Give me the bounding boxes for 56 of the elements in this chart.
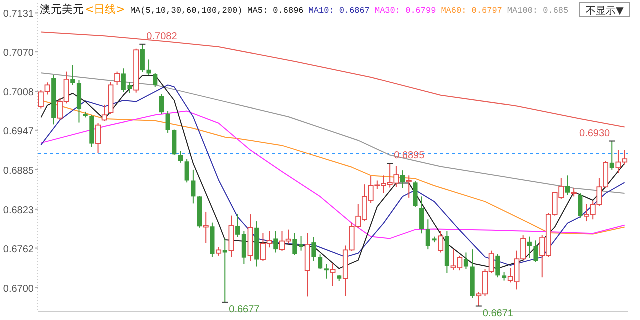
- y-tick-label: 0.7131: [3, 9, 34, 20]
- candlestick: [153, 72, 158, 88]
- chart-subtitle: <日线>: [85, 3, 126, 16]
- candlestick: [166, 110, 170, 134]
- text: MA60: 0.6797: [441, 6, 502, 16]
- candlestick: [298, 236, 304, 252]
- legend-title: MA(5,10,30,60,100,200): [130, 6, 243, 16]
- candlestick: [324, 264, 329, 280]
- candlestick: [292, 232, 298, 256]
- candlestick: [413, 180, 418, 208]
- candlestick: [178, 150, 184, 164]
- text: MA100: 0.685: [507, 6, 569, 16]
- candlestick: [534, 240, 538, 263]
- annotation: 0.6930: [580, 128, 611, 140]
- candlestick: [102, 104, 108, 122]
- y-tick-label: 0.6762: [3, 244, 34, 256]
- candlestick: [203, 211, 209, 244]
- text: MA5: 0.6896: [248, 6, 304, 16]
- candlestick: [527, 236, 532, 259]
- candlestick: [496, 254, 500, 278]
- candlestick: [438, 230, 444, 254]
- candlestick: [114, 71, 120, 86]
- y-tick-label: 0.6885: [3, 166, 34, 177]
- text: MA30: 0.6799: [374, 6, 436, 16]
- candlestick: [70, 64, 76, 86]
- y-tick-label: 0.7070: [3, 48, 34, 60]
- candlestick: [312, 236, 316, 262]
- candlestick: [222, 238, 228, 303]
- text: MA10: 0.6867: [308, 6, 370, 16]
- candlestick: [464, 252, 469, 270]
- candlestick: [191, 169, 196, 204]
- y-tick-label: 0.6700: [3, 284, 34, 295]
- candlestick: [159, 94, 164, 115]
- candlestick: [565, 175, 570, 196]
- candlestick: [274, 230, 278, 254]
- candlestick: [420, 196, 424, 234]
- candlestick: [184, 158, 190, 184]
- candlestick: [96, 122, 102, 154]
- candlestick: [578, 192, 583, 219]
- annotation: 0.6671: [482, 308, 514, 320]
- candlestick: [330, 263, 336, 288]
- line-series: [40, 72, 626, 194]
- candlestick: [400, 170, 406, 189]
- y-tick-label: 0.6823: [3, 205, 34, 216]
- annotation: 不显示▼: [586, 6, 624, 17]
- candlestick: [318, 254, 323, 270]
- candlestick: [236, 214, 240, 238]
- y-tick-label: 0.6947: [3, 126, 34, 138]
- candlestick: [242, 230, 246, 265]
- line-series: [40, 32, 626, 128]
- y-tick-label: 0.7008: [3, 88, 34, 99]
- annotation: 0.6677: [229, 304, 260, 316]
- candlestick: [610, 140, 614, 170]
- chart-title: 澳元美元: [40, 3, 84, 16]
- annotation: 0.7082: [146, 31, 178, 42]
- candlestick: [406, 175, 412, 198]
